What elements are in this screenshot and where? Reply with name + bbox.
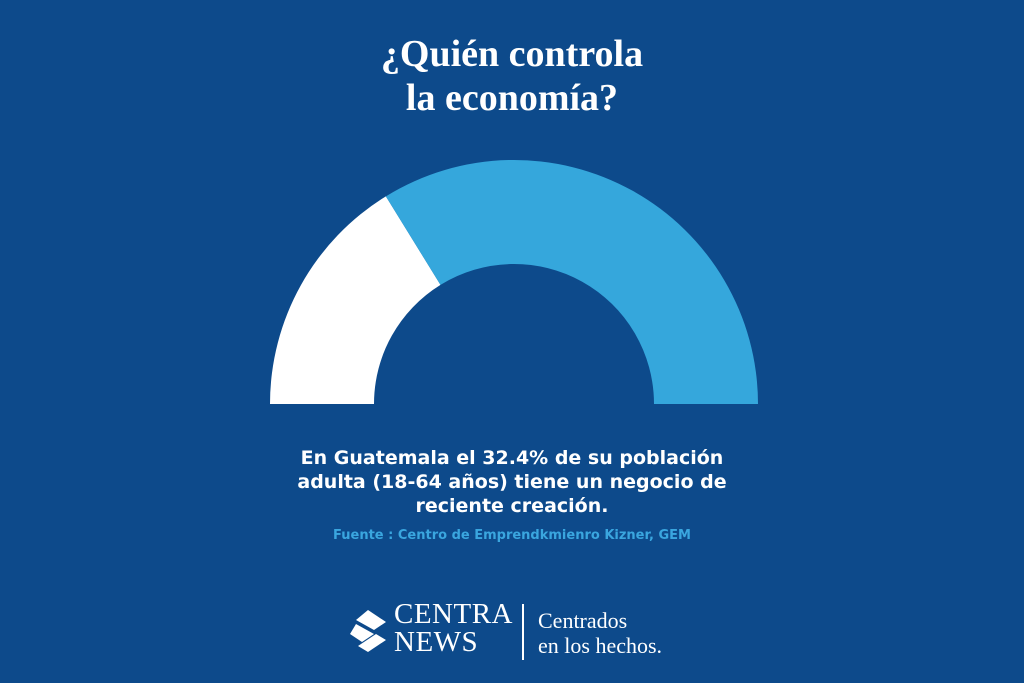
tagline-line-2: en los hechos. [538,633,663,658]
chart-caption: En Guatemala el 32.4% de su población ad… [0,446,1024,518]
brand-name-line-1: CENTRA [394,598,513,630]
gauge-segment-2 [385,160,758,404]
title-line-2: la economía? [405,77,619,119]
brand-footer: CENTRA NEWS Centrados en los hechos. [348,598,708,664]
brand-name-line-2: NEWS [394,626,479,658]
brand-name: CENTRA NEWS [394,598,513,658]
source-note: Fuente : Centro de Emprendkmienro Kizner… [333,528,691,543]
page-title: ¿Quién controla la economía? [0,32,1024,120]
brand-tagline: Centrados en los hechos. [538,608,662,658]
caption-line-1: En Guatemala el 32.4% de su población [300,447,724,469]
brand-divider [522,604,524,660]
title-line-1: ¿Quién controla [380,33,644,75]
tagline-line-1: Centrados [538,608,628,633]
caption-line-3: reciente creación. [415,495,609,517]
caption-line-2: adulta (18-64 años) tiene un negocio de [297,471,727,493]
centra-news-logo-icon [350,610,386,652]
gauge-segment-1 [270,196,441,404]
